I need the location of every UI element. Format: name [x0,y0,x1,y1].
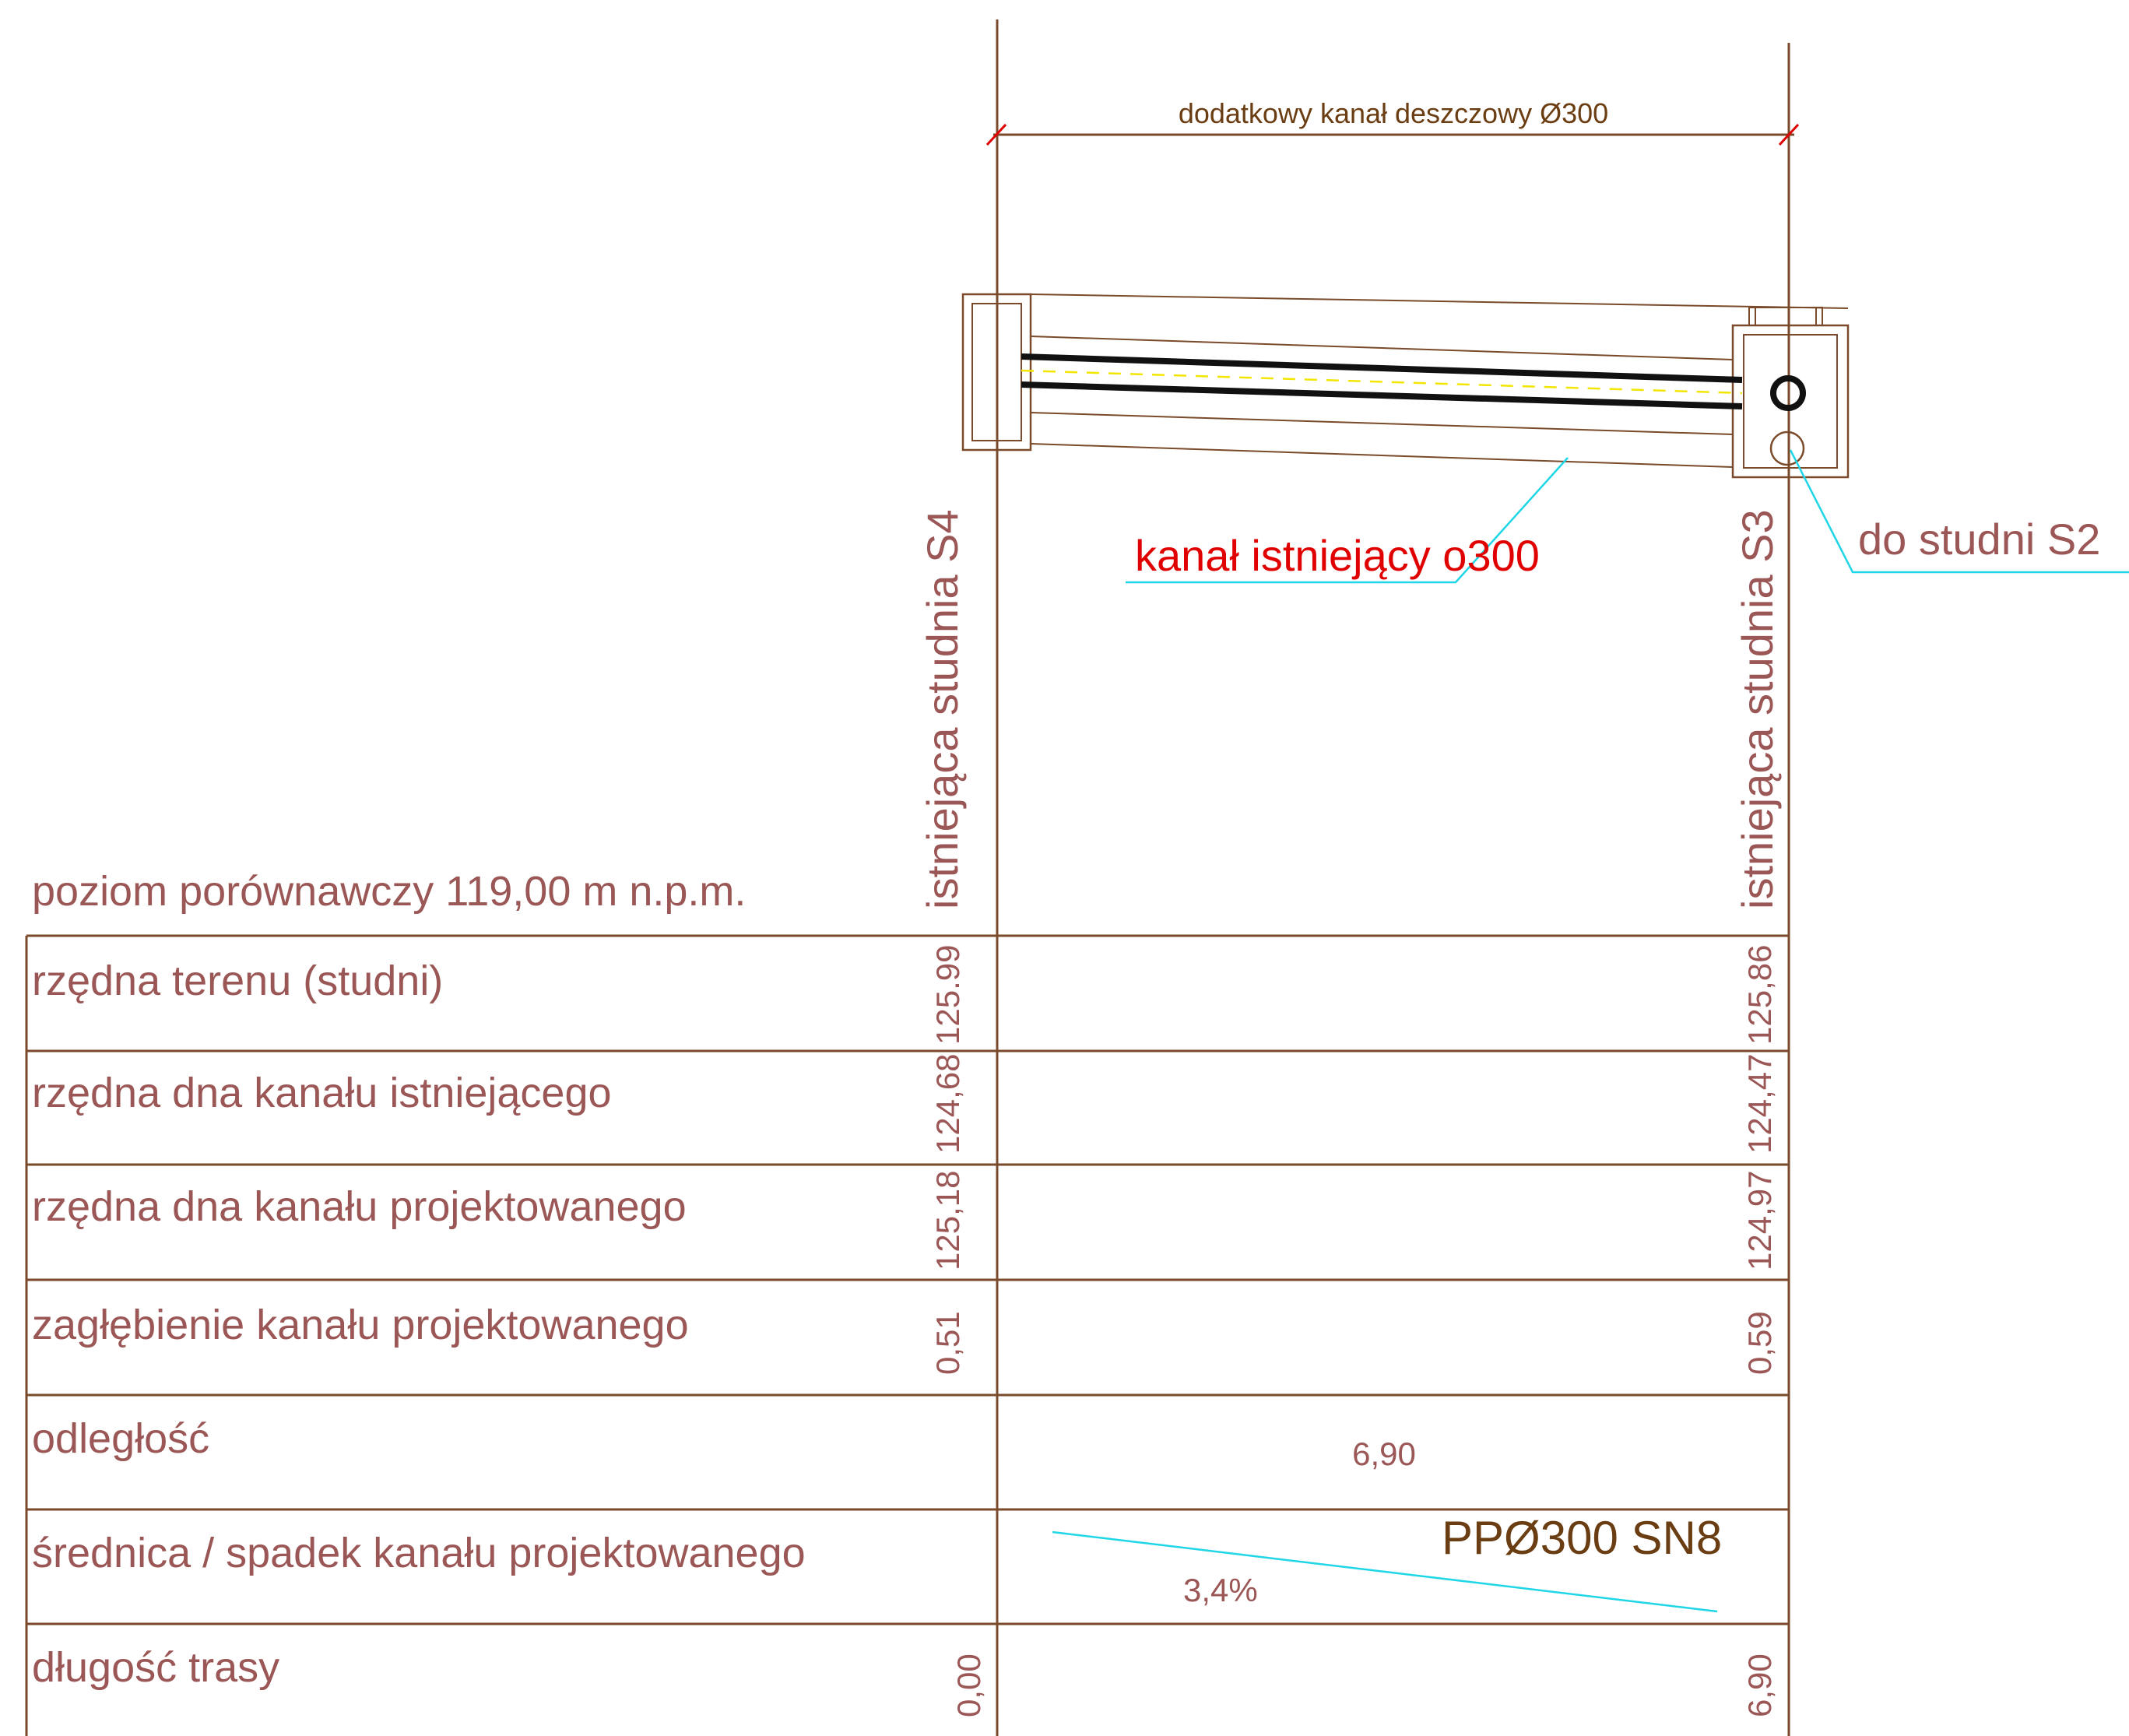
existing-channel-edge-bottom [1030,443,1734,468]
well-s4-label: istniejąca studnia S4 [918,509,967,909]
pipe-inlet-icon [1769,430,1805,466]
pipe-spec: PPØ300 SN8 [1442,1512,1722,1564]
value-s3-existing-invert: 124,47 [1741,1054,1778,1154]
row-label-route-length: długość trasy [32,1644,279,1691]
well-s3-label: istniejąca studnia S3 [1733,509,1782,909]
existing-channel-label: kanał istniejący o300 [1135,531,1540,580]
well-s3-cap-inner [1755,307,1817,326]
value-s4-depth: 0,51 [929,1311,966,1375]
leader-existing-channel [1126,457,1569,584]
well-s4-inner [971,303,1022,441]
value-s3-terrain: 125,86 [1741,945,1778,1045]
to-well-s2-label: do studni S2 [1858,515,2100,564]
value-distance: 6,90 [1352,1436,1416,1472]
row-label-terrain: rzędna terenu (studni) [32,958,443,1004]
value-s4-projected-invert: 125,18 [929,1171,966,1270]
projected-pipe-bottom [1021,381,1743,409]
row-label-distance: odległość [32,1415,209,1462]
profile-table [25,934,1789,1736]
leader-to-well-s2 [1789,449,2129,574]
existing-channel-edge-top [1030,293,1849,309]
reference-level: poziom porównawczy 119,00 m n.p.m. [32,868,746,915]
dimension-label: dodatkowy kanał deszczowy Ø300 [1179,97,1608,129]
pipe-axis [1021,369,1743,395]
dimension-line: dodatkowy kanał deszczowy Ø300 [985,97,1800,146]
pipe-outlet-icon [1770,375,1806,411]
well-s4-outer [961,293,1032,452]
value-s4-route-length: 0,00 [950,1653,987,1717]
slope-line [1052,1530,1718,1613]
existing-channel-inner-line-2 [1030,412,1734,435]
well-s3-outer [1731,324,1850,479]
row-label-depth: zagłębienie kanału projektowanego [32,1302,689,1348]
row-label-diameter-slope: średnica / spadek kanału projektowanego [32,1530,806,1576]
value-s3-route-length: 6,90 [1741,1653,1778,1717]
value-s3-depth: 0,59 [1741,1311,1778,1375]
row-label-existing-invert: rzędna dna kanału istniejącego [32,1070,612,1116]
well-s3-inner [1743,334,1838,469]
value-s3-projected-invert: 124,97 [1741,1171,1778,1270]
row-label-projected-invert: rzędna dna kanału projektowanego [32,1183,687,1230]
value-s4-terrain: 125.99 [929,945,966,1045]
well-s3-cap [1748,307,1823,326]
projected-pipe-top [1021,353,1743,383]
plan-view [961,293,1850,479]
existing-channel-inner-line [1030,336,1734,360]
value-s4-existing-invert: 124,68 [929,1054,966,1154]
value-slope: 3,4% [1183,1572,1258,1608]
